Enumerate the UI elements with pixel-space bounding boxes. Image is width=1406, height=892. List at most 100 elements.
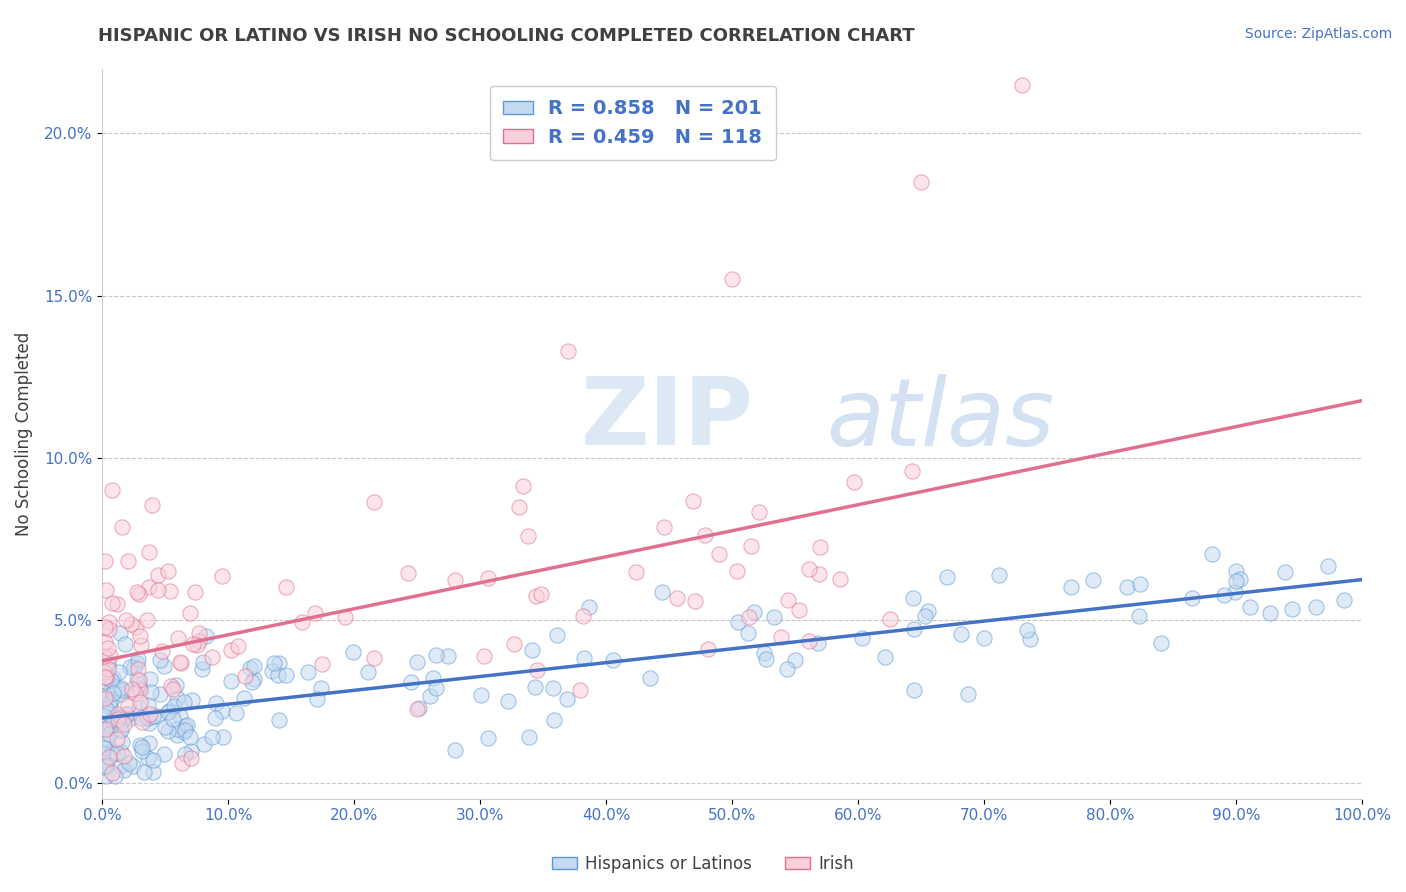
Point <box>541 681 564 695</box>
Point <box>107 597 129 611</box>
Point <box>117 554 139 568</box>
Point <box>100 682 122 697</box>
Point <box>311 657 333 672</box>
Point <box>304 606 326 620</box>
Point <box>807 636 830 650</box>
Point <box>94 582 117 597</box>
Y-axis label: No Schooling Completed: No Schooling Completed <box>15 332 32 536</box>
Point <box>93 649 115 664</box>
Point <box>574 650 596 665</box>
Point <box>201 730 224 744</box>
Point <box>602 653 624 667</box>
Point <box>115 707 138 722</box>
Point <box>98 622 121 636</box>
Point <box>807 567 830 582</box>
Point <box>762 610 785 624</box>
Point <box>1258 607 1281 621</box>
Point <box>169 655 191 669</box>
Point <box>363 651 385 665</box>
Point <box>204 711 226 725</box>
Point <box>1316 559 1339 574</box>
Point <box>94 670 117 684</box>
Point <box>1128 609 1150 624</box>
Point <box>166 690 188 705</box>
Point <box>120 685 142 699</box>
Point <box>103 747 125 761</box>
Point <box>243 673 266 687</box>
Point <box>973 631 995 645</box>
Point <box>682 494 704 508</box>
Point <box>170 657 193 671</box>
Point <box>110 687 132 701</box>
Point <box>309 681 332 695</box>
Point <box>128 629 150 643</box>
Point <box>125 584 148 599</box>
Point <box>114 764 136 778</box>
Point <box>105 681 128 695</box>
Point <box>153 659 176 673</box>
Point <box>239 661 262 675</box>
Point <box>93 673 115 688</box>
Point <box>129 711 152 725</box>
Point <box>783 653 806 667</box>
Point <box>128 678 150 692</box>
Point <box>652 519 675 533</box>
Point <box>1281 602 1303 616</box>
Point <box>1011 78 1033 92</box>
Point <box>166 728 188 742</box>
Point <box>110 723 132 737</box>
Point <box>651 585 673 599</box>
Point <box>136 711 159 725</box>
Point <box>988 568 1011 582</box>
Point <box>1201 547 1223 561</box>
Point <box>115 706 138 721</box>
Point <box>444 743 467 757</box>
Point <box>770 630 793 644</box>
Point <box>94 620 117 634</box>
Point <box>97 727 120 741</box>
Point <box>219 674 242 689</box>
Point <box>120 660 142 674</box>
Point <box>186 638 208 652</box>
Point <box>755 652 778 666</box>
Point <box>193 737 215 751</box>
Point <box>136 751 159 765</box>
Point <box>578 599 600 614</box>
Point <box>98 698 121 713</box>
Point <box>797 562 820 576</box>
Point <box>276 667 298 681</box>
Point <box>166 678 188 692</box>
Point <box>242 658 264 673</box>
Point <box>363 494 385 508</box>
Point <box>873 650 896 665</box>
Point <box>142 753 165 767</box>
Point <box>159 584 181 599</box>
Point <box>108 665 131 679</box>
Point <box>524 589 547 603</box>
Point <box>131 744 153 758</box>
Point <box>1239 600 1261 615</box>
Point <box>742 606 765 620</box>
Point <box>1081 573 1104 587</box>
Point <box>117 698 139 712</box>
Point <box>408 701 430 715</box>
Point <box>97 641 120 656</box>
Point <box>98 717 121 731</box>
Point <box>107 707 129 722</box>
Point <box>127 652 149 666</box>
Point <box>406 702 429 716</box>
Point <box>693 528 716 542</box>
Point <box>900 464 922 478</box>
Point <box>1225 564 1247 578</box>
Point <box>219 643 242 657</box>
Point <box>94 635 117 649</box>
Point <box>142 709 165 723</box>
Point <box>101 596 124 610</box>
Point <box>1181 591 1204 606</box>
Point <box>191 661 214 675</box>
Point <box>935 570 957 584</box>
Point <box>169 709 191 723</box>
Point <box>129 695 152 709</box>
Point <box>138 715 160 730</box>
Point <box>166 722 188 736</box>
